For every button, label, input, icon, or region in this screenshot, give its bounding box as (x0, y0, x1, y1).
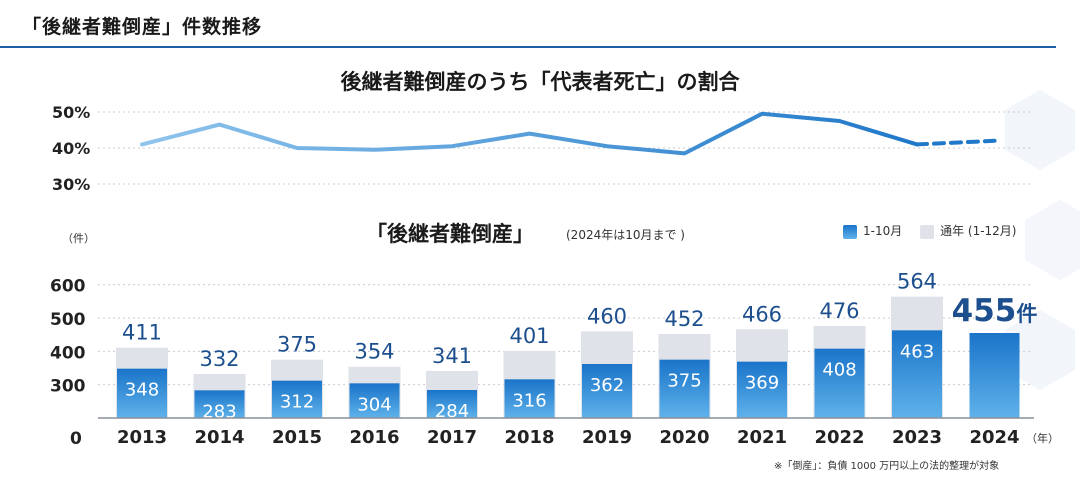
bar-period-label: 304 (357, 394, 391, 415)
bar-period (504, 379, 555, 418)
bar-period-label: 312 (280, 392, 314, 413)
bar-y-tick-label: 0 (70, 429, 82, 449)
bar-full-year-label: 460 (587, 304, 627, 328)
bar-period-label: 408 (822, 360, 856, 381)
legend-label-period: 1-10月 (863, 224, 903, 238)
background-hexagon-decoration (1005, 90, 1080, 390)
x-axis-category-label: 2014 (194, 427, 244, 448)
bar-full-year-label: 354 (354, 340, 394, 364)
line-series-solid (140, 111, 919, 156)
bar-full-year-label: 476 (819, 299, 859, 323)
bar-full-year-label: 375 (277, 333, 317, 357)
bar-highlight-suffix: 件 (1016, 302, 1037, 326)
bar-y-tick-label: 400 (50, 343, 86, 363)
legend-swatch-full-year (920, 224, 935, 239)
bar-full-year-label: 401 (509, 324, 549, 348)
line-y-tick-label: 40% (52, 139, 90, 158)
bar-period-label: 316 (512, 390, 546, 411)
bar-period-label: 463 (900, 341, 934, 362)
line-series-dashed (915, 138, 997, 147)
bar-full-year-label: 332 (199, 347, 239, 371)
bar-highlight-value: 455 (952, 293, 1017, 329)
x-axis-category-label: 2024 (969, 427, 1019, 448)
x-axis-category-label: 2019 (582, 427, 632, 448)
x-axis-category-label: 2018 (504, 427, 554, 448)
x-axis-category-label: 2016 (349, 427, 399, 448)
x-axis-category-label: 2021 (737, 427, 787, 448)
chart-legend: 1-10月 通年 (1-12月) (843, 222, 1031, 239)
bar-period (582, 364, 632, 418)
x-axis-category-label: 2023 (892, 427, 942, 448)
bar-period (737, 361, 787, 418)
bar-period (427, 390, 477, 418)
page-header: 「後継者難倒産」件数推移 (0, 0, 1080, 48)
x-axis-unit-suffix: （年） (1026, 432, 1059, 445)
bar-unit-label: （件） (62, 232, 95, 245)
bar-chart-title-note: (2024年は10月まで ) (566, 228, 685, 242)
bar-period (349, 383, 400, 418)
bar-period (969, 333, 1020, 418)
bar-period-label: 369 (745, 373, 779, 394)
bar-period (892, 330, 942, 418)
x-axis-category-label: 2022 (814, 427, 864, 448)
bar-period (814, 348, 865, 418)
legend-item-full-year: 通年 (1-12月) (920, 222, 1017, 239)
bar-full-year-label: 341 (432, 344, 472, 368)
x-axis-category-label: 2013 (117, 427, 167, 448)
bar-full-year-label: 411 (122, 321, 162, 345)
bar-period-label: 362 (590, 375, 624, 396)
legend-swatch-period (843, 224, 857, 239)
bar-period-label: 284 (435, 401, 469, 422)
legend-item-period: 1-10月 (843, 222, 902, 239)
bar-chart-title: 「後継者難倒産」 (366, 222, 534, 246)
bar-highlight-label: 455件 (952, 293, 1038, 329)
bar-y-tick-label: 300 (50, 377, 86, 397)
line-y-tick-label: 50% (52, 103, 90, 122)
bar-y-tick-label: 500 (50, 310, 86, 330)
bar-period (117, 368, 167, 418)
bar-period (272, 380, 322, 418)
bar-full-year-label: 564 (897, 270, 937, 294)
bar-y-tick-label: 600 (50, 277, 86, 297)
bar-period (659, 359, 710, 418)
bar-full-year-label: 466 (742, 302, 782, 326)
header-divider (0, 46, 1056, 48)
legend-label-full-year: 通年 (1-12月) (940, 224, 1017, 238)
footnote: ※「倒産」：負債 1000 万円以上の法的整理が対象 (774, 461, 1000, 472)
page-title: 「後継者難倒産」件数推移 (22, 16, 263, 38)
line-chart-title: 後継者難倒産のうち「代表者死亡」の割合 (340, 70, 740, 94)
x-axis-category-label: 2017 (427, 427, 477, 448)
x-axis-category-label: 2020 (659, 427, 709, 448)
bar-period-label: 348 (125, 380, 159, 401)
bar-period-label: 283 (202, 401, 236, 422)
line-y-tick-label: 30% (52, 175, 90, 194)
x-axis-category-label: 2015 (272, 427, 322, 448)
bar-period-label: 375 (667, 371, 701, 392)
bar-full-year-label: 452 (664, 307, 704, 331)
bar-period (194, 390, 245, 418)
